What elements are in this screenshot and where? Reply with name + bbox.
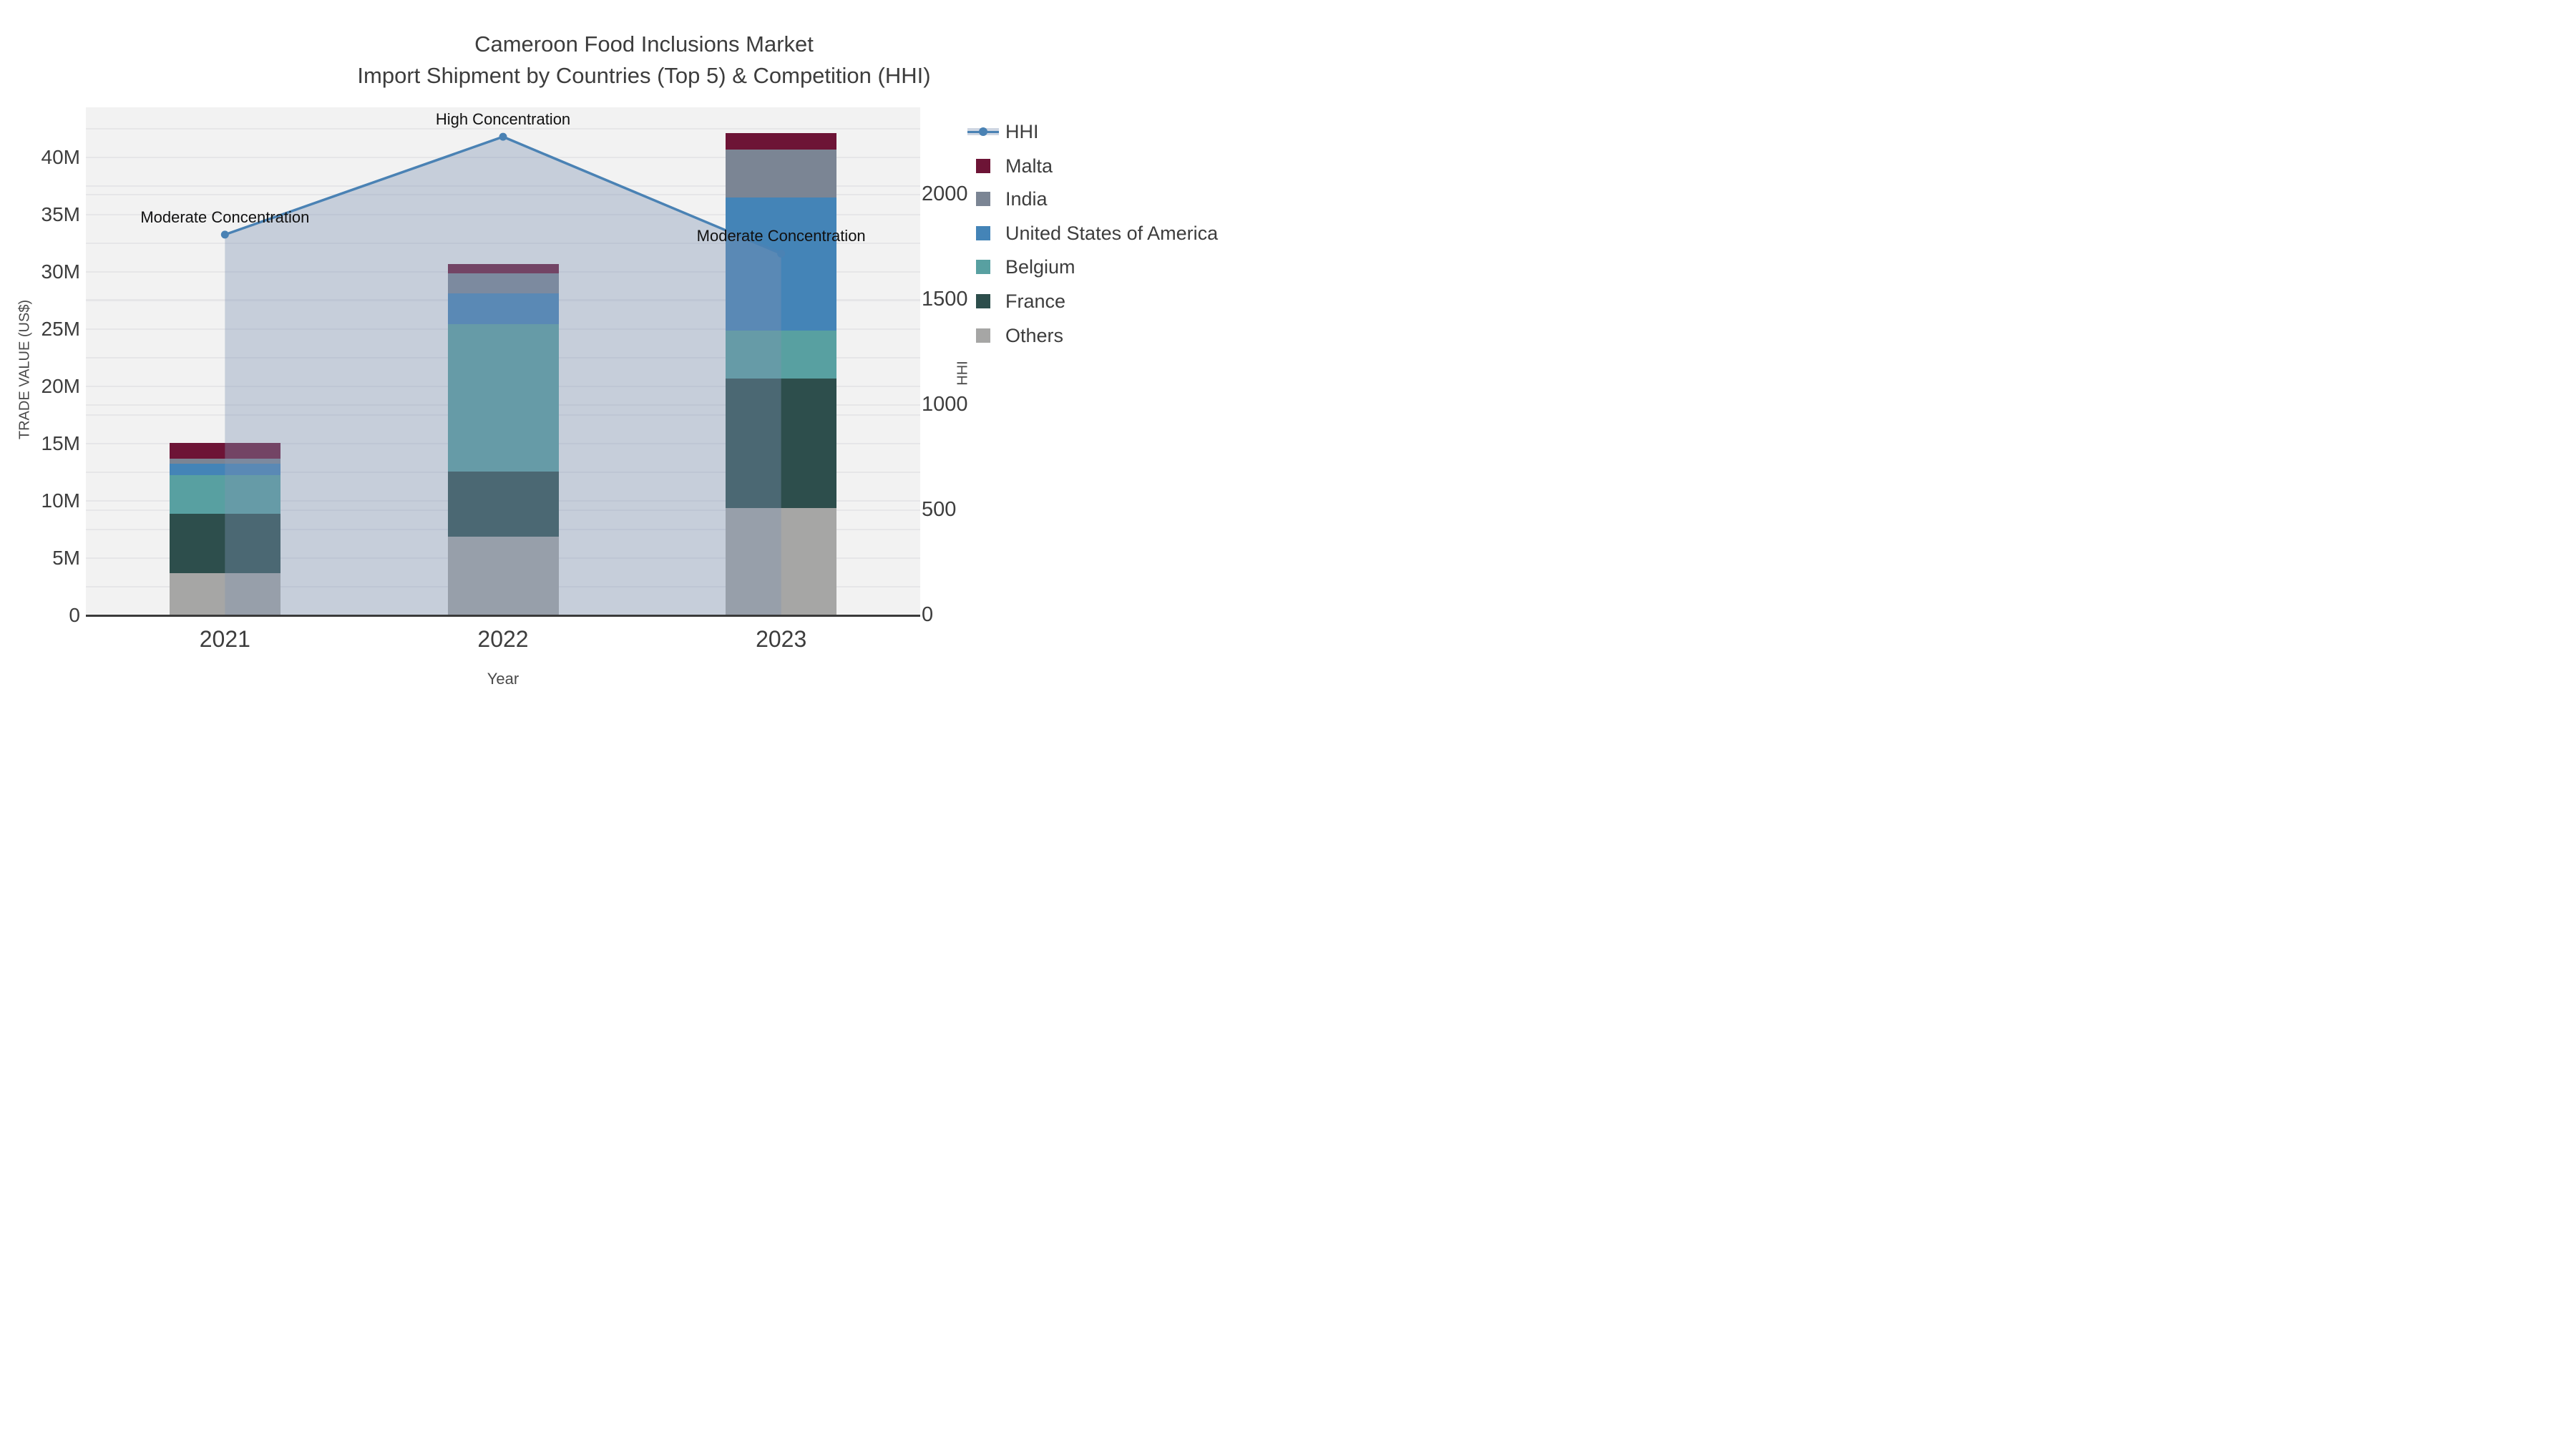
hhi-line-layer bbox=[220, 132, 786, 615]
left-tick-20M: 20M bbox=[41, 375, 80, 398]
left-tick-0: 0 bbox=[69, 604, 80, 626]
x-tick-2022: 2022 bbox=[477, 626, 529, 652]
legend-label-hhi: HHI bbox=[1005, 121, 1039, 142]
x-axis-spine bbox=[86, 615, 920, 617]
legend-item-others: Others bbox=[957, 321, 1286, 350]
legend-item-united-states-of-america: United States of America bbox=[957, 219, 1286, 248]
bar-2021-france bbox=[169, 514, 280, 573]
hhi-area-fill bbox=[225, 137, 781, 615]
legend-swatch-india bbox=[976, 192, 990, 206]
annotation-2021: Moderate Concentration bbox=[140, 208, 310, 226]
legend-item-france: France bbox=[957, 287, 1286, 316]
legend-label-india: India bbox=[1005, 188, 1048, 210]
gridline-left bbox=[86, 214, 920, 216]
plot-area bbox=[86, 107, 920, 615]
x-tick-2023: 2023 bbox=[756, 626, 807, 652]
bar-2022-france bbox=[447, 472, 559, 537]
legend-swatch-others bbox=[976, 328, 990, 343]
bar-2023-india bbox=[726, 150, 837, 198]
legend-item-malta: Malta bbox=[957, 152, 1286, 180]
legend-swatch-france bbox=[976, 294, 990, 308]
hhi-legend-marker bbox=[979, 127, 987, 136]
legend-swatch-belgium bbox=[976, 260, 990, 274]
hhi-marker-2023 bbox=[777, 249, 786, 258]
bar-2023-belgium bbox=[726, 330, 837, 379]
legend: HHI Malta India United States of America Bel… bbox=[957, 114, 1286, 358]
gridline-left bbox=[86, 185, 920, 187]
bar-2022-india bbox=[447, 273, 559, 293]
left-tick-10M: 10M bbox=[41, 489, 80, 512]
bar-2021-united-states-of-america bbox=[169, 464, 280, 476]
legend-item-belgium: Belgium bbox=[957, 253, 1286, 281]
bar-2022-united-states-of-america bbox=[447, 293, 559, 325]
chart-subtitle: Import Shipment by Countries (Top 5) & C… bbox=[357, 63, 931, 88]
bar-2021-india bbox=[169, 458, 280, 464]
bar-2022-others bbox=[447, 537, 559, 615]
legend-swatch-united-states-of-america bbox=[976, 226, 990, 240]
bar-2021-others bbox=[169, 572, 280, 615]
bar-2023-united-states-of-america bbox=[726, 197, 837, 331]
legend-label-belgium: Belgium bbox=[1005, 256, 1075, 278]
right-tick-500: 500 bbox=[922, 498, 957, 521]
left-tick-25M: 25M bbox=[41, 318, 80, 341]
gridline-left bbox=[86, 243, 920, 245]
legend-item-india: India bbox=[957, 185, 1286, 213]
bar-2021-belgium bbox=[169, 475, 280, 514]
right-tick-0: 0 bbox=[922, 603, 934, 626]
legend-label-france: France bbox=[1005, 291, 1066, 312]
bar-2021-malta bbox=[169, 443, 280, 459]
legend-label-malta: Malta bbox=[1005, 155, 1053, 177]
hhi-marker-2021 bbox=[220, 230, 229, 239]
legend-swatch-malta bbox=[976, 159, 990, 173]
gridline-left bbox=[86, 128, 920, 130]
chart-title: Cameroon Food Inclusions Market bbox=[474, 31, 814, 57]
bar-2023-france bbox=[726, 378, 837, 508]
gridline-right bbox=[86, 194, 920, 195]
bar-2022-malta bbox=[447, 264, 559, 273]
left-tick-40M: 40M bbox=[41, 146, 80, 169]
annotation-2023: Moderate Concentration bbox=[696, 227, 866, 245]
left-tick-5M: 5M bbox=[52, 547, 80, 570]
right-tick-1500: 1500 bbox=[922, 288, 968, 311]
legend-label-others: Others bbox=[1005, 325, 1064, 346]
x-tick-2021: 2021 bbox=[199, 626, 250, 652]
hhi-marker-2022 bbox=[499, 132, 507, 141]
right-tick-1000: 1000 bbox=[922, 393, 968, 416]
figure: Cameroon Food Inclusions Market Import S… bbox=[0, 0, 1288, 725]
legend-label-united-states-of-america: United States of America bbox=[1005, 223, 1219, 244]
left-tick-30M: 30M bbox=[41, 260, 80, 283]
gridline-left bbox=[86, 157, 920, 159]
annotation-2022: High Concentration bbox=[435, 110, 571, 129]
bar-2023-malta bbox=[726, 132, 837, 150]
bar-2023-others bbox=[726, 507, 837, 615]
left-tick-15M: 15M bbox=[41, 432, 80, 455]
bar-2022-belgium bbox=[447, 324, 559, 472]
left-tick-35M: 35M bbox=[41, 203, 80, 226]
x-axis-label: Year bbox=[487, 670, 519, 688]
legend-item-hhi: HHI bbox=[957, 117, 1286, 146]
right-tick-2000: 2000 bbox=[922, 182, 968, 205]
